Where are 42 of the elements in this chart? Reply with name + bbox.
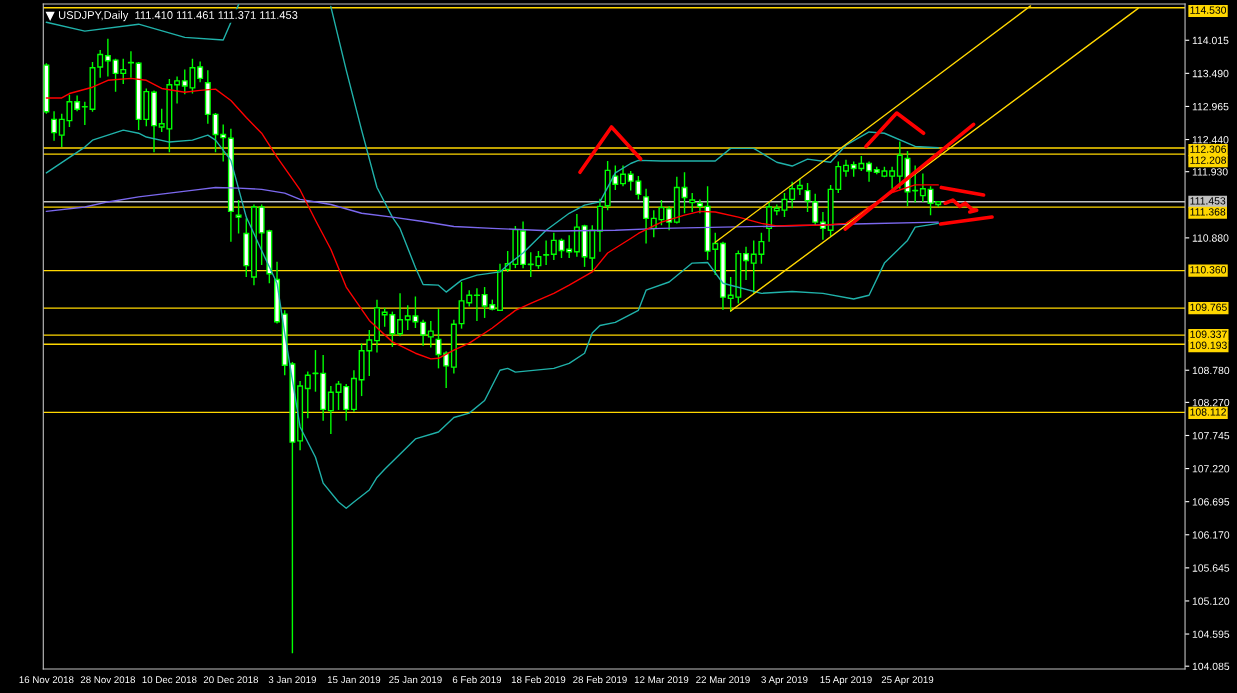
ref-line-label: 109.337 — [1190, 330, 1227, 338]
x-tick-label: 18 Feb 2019 — [511, 675, 566, 684]
ref-line-label: 114.530 — [1190, 6, 1227, 14]
y-tick-label: 111.930 — [1192, 168, 1228, 176]
y-tick-label: 112.440 — [1192, 136, 1229, 144]
x-tick-label: 28 Nov 2018 — [80, 676, 136, 684]
x-tick-label: 3 Jan 2019 — [268, 676, 316, 684]
y-tick-label: 104.595 — [1192, 630, 1230, 638]
ref-line-label: 109.193 — [1190, 341, 1227, 349]
x-tick-label: 28 Feb 2019 — [573, 675, 627, 684]
y-tick-label: 107.745 — [1192, 431, 1230, 440]
y-tick-label: 108.780 — [1192, 366, 1230, 375]
x-tick-label: 22 Mar 2019 — [696, 676, 750, 684]
x-tick-label: 6 Feb 2019 — [452, 675, 502, 684]
y-tick-label: 106.695 — [1192, 498, 1230, 506]
ref-line-label: 109.765 — [1190, 303, 1227, 311]
ref-line-label: 111.453 — [1190, 197, 1226, 205]
ref-line-label: 112.306 — [1190, 145, 1227, 153]
y-tick-label: 114.015 — [1192, 36, 1229, 45]
x-tick-label: 25 Apr 2019 — [881, 676, 934, 686]
y-tick-label: 112.965 — [1192, 102, 1229, 111]
text: USDJPY,Daily 111.410 111.461 111.371 111.453 — [59, 10, 298, 22]
x-tick-label: 16 Nov 2018 — [19, 676, 74, 684]
x-tick-label: 25 Jan 2019 — [389, 676, 442, 684]
x-tick-label: 15 Jan 2019 — [327, 676, 381, 684]
y-tick-label: 104.085 — [1192, 662, 1230, 671]
y-tick-label: 105.120 — [1192, 597, 1230, 605]
x-tick-label: 20 Dec 2018 — [203, 676, 259, 684]
y-tick-label: 113.490 — [1192, 69, 1229, 78]
y-tick-label: 105.645 — [1192, 564, 1230, 572]
x-tick-label: 15 Apr 2019 — [820, 676, 872, 686]
x-tick-label: 10 Dec 2018 — [142, 676, 197, 684]
x-tick-label: 12 Mar 2019 — [634, 676, 689, 684]
y-tick-label: 110.880 — [1192, 234, 1229, 242]
y-tick-label: 107.220 — [1192, 465, 1230, 473]
ref-line-label: 110.360 — [1190, 266, 1227, 274]
y-tick-label: 108.270 — [1192, 398, 1230, 407]
x-tick-label: 3 Apr 2019 — [761, 676, 808, 686]
y-tick-label: 106.170 — [1192, 531, 1230, 539]
ref-line-label: 111.368 — [1190, 208, 1226, 216]
ref-line-label: 112.208 — [1190, 156, 1227, 164]
ref-line-label: 108.112 — [1190, 408, 1226, 416]
